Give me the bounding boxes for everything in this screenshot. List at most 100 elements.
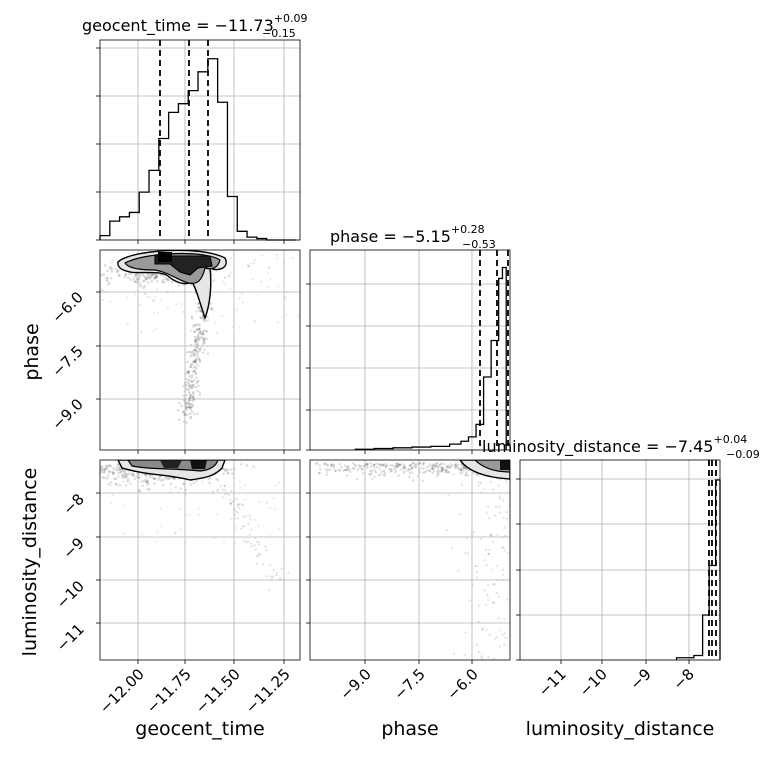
- histogram-bar: [208, 59, 218, 240]
- scatter-point: [249, 262, 252, 265]
- scatter-point: [198, 360, 202, 364]
- scatter-point: [388, 468, 391, 471]
- scatter-point: [276, 321, 280, 324]
- scatter-point: [187, 384, 190, 387]
- scatter-point: [211, 490, 214, 493]
- luminosity-distance-title: luminosity_distance = −7.45+0.04: [482, 433, 747, 457]
- scatter-point: [194, 339, 197, 342]
- scatter-point: [122, 480, 125, 483]
- scatter-point: [161, 483, 165, 487]
- scatter-point: [384, 466, 388, 469]
- scatter-point: [155, 273, 158, 277]
- scatter-point: [87, 472, 90, 475]
- scatter-point: [188, 387, 191, 390]
- scatter-point: [118, 468, 122, 471]
- scatter-point: [236, 504, 239, 507]
- scatter-point: [411, 462, 414, 465]
- scatter-point: [441, 468, 445, 471]
- scatter-point: [83, 294, 86, 297]
- scatter-point: [109, 300, 112, 303]
- x-tick-label: −12.00: [96, 665, 148, 717]
- scatter-point: [196, 355, 199, 358]
- scatter-point: [198, 358, 201, 361]
- scatter-point: [460, 468, 464, 472]
- scatter-point: [430, 468, 434, 471]
- scatter-point: [205, 337, 208, 341]
- scatter-point: [193, 369, 196, 373]
- scatter-point: [229, 498, 232, 501]
- scatter-point: [250, 545, 253, 548]
- scatter-point: [276, 257, 279, 260]
- scatter-point: [202, 333, 205, 336]
- phase-histogram-frame: [309, 249, 511, 451]
- scatter-point: [506, 598, 509, 601]
- scatter-point: [247, 264, 250, 267]
- scatter-point: [477, 481, 480, 484]
- scatter-point: [118, 274, 121, 278]
- scatter-point: [201, 480, 204, 483]
- scatter-point: [147, 482, 150, 485]
- scatter-point: [356, 468, 360, 471]
- scatter-point: [280, 567, 283, 570]
- scatter-point: [468, 599, 471, 602]
- scatter-point: [256, 540, 259, 543]
- scatter-point: [138, 489, 141, 493]
- scatter-point: [489, 480, 492, 483]
- scatter-point: [181, 310, 185, 313]
- scatter-point: [148, 488, 151, 491]
- scatter-point: [186, 380, 189, 384]
- scatter-point: [124, 476, 127, 479]
- scatter-point: [332, 466, 335, 470]
- scatter-point: [166, 306, 169, 309]
- scatter-point: [408, 475, 411, 479]
- scatter-point: [224, 488, 227, 491]
- scatter-point: [438, 464, 441, 467]
- scatter-point: [115, 268, 118, 272]
- scatter-point: [422, 463, 425, 467]
- scatter-point: [188, 399, 191, 403]
- scatter-point: [190, 315, 193, 318]
- scatter-point: [346, 468, 350, 472]
- scatter-point: [465, 468, 468, 471]
- scatter-point: [103, 470, 106, 473]
- scatter-point: [324, 462, 327, 465]
- x-tick-label: −8: [669, 665, 697, 693]
- scatter-point: [110, 267, 114, 270]
- y-tick-label: −9: [59, 534, 87, 562]
- scatter-point: [201, 332, 204, 335]
- scatter-point: [494, 514, 497, 517]
- y-tick-label: −7.5: [48, 342, 86, 380]
- scatter-point: [145, 277, 149, 281]
- scatter-point: [132, 277, 136, 280]
- scatter-point: [186, 369, 190, 373]
- scatter-point: [185, 406, 189, 409]
- scatter-point: [196, 353, 199, 356]
- scatter-point: [185, 387, 188, 390]
- scatter-point: [187, 402, 190, 405]
- scatter-point: [216, 513, 219, 516]
- scatter-point: [377, 474, 381, 477]
- scatter-point: [188, 393, 192, 396]
- scatter-point: [144, 277, 148, 281]
- scatter-point: [476, 473, 479, 476]
- scatter-point: [344, 464, 347, 467]
- scatter-point: [484, 548, 487, 552]
- luminosity-distance-histogram-frame: [519, 459, 721, 661]
- scatter-point: [410, 466, 413, 470]
- scatter-point: [138, 489, 142, 492]
- scatter-point: [179, 528, 182, 531]
- scatter-point: [106, 278, 109, 281]
- scatter-point: [107, 482, 110, 486]
- scatter-point: [501, 573, 505, 577]
- scatter-point: [367, 473, 371, 476]
- scatter-point: [193, 359, 196, 362]
- scatter-point: [435, 462, 439, 465]
- scatter-point: [145, 474, 148, 478]
- scatter-point: [340, 466, 343, 469]
- scatter-point: [237, 503, 240, 506]
- scatter-point: [383, 474, 386, 477]
- scatter-point: [437, 471, 440, 474]
- scatter-point: [445, 465, 449, 469]
- scatter-point: [193, 353, 196, 356]
- scatter-point: [146, 275, 149, 279]
